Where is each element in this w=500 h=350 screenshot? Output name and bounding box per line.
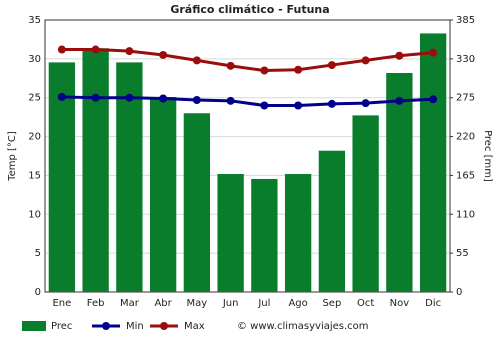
point (192, 56, 201, 65)
y2-tick-label: 385 (456, 15, 475, 26)
point (226, 96, 235, 105)
y2-axis-label: Prec [mm] (482, 130, 493, 182)
bar (183, 113, 211, 292)
x-tick-label: Nov (390, 298, 410, 309)
point (159, 50, 168, 59)
x-tick-label: Ago (288, 298, 307, 309)
point (57, 92, 66, 101)
y-tick-label: 25 (28, 93, 41, 104)
x-tick-label: May (187, 298, 208, 309)
point (395, 51, 404, 60)
y2-tick-label: 220 (456, 132, 475, 143)
point (57, 45, 66, 54)
point (429, 48, 438, 57)
y-tick-label: 30 (28, 54, 41, 65)
y-tick-label: 20 (28, 132, 41, 143)
bar (251, 178, 278, 292)
point (395, 96, 404, 105)
point (260, 66, 269, 75)
x-tick-label: Mar (120, 298, 140, 309)
legend-label: Prec (51, 321, 72, 332)
point (327, 99, 336, 108)
bar (284, 174, 312, 292)
line (61, 95, 434, 107)
point (429, 95, 438, 104)
x-tick-label: Oct (357, 298, 374, 309)
chart-title: Gráfico climático - Futuna (170, 3, 329, 16)
bar (217, 174, 244, 292)
point (361, 56, 370, 65)
bar (318, 150, 346, 292)
point (125, 93, 134, 102)
y2-tick-label: 110 (456, 209, 475, 220)
point (226, 61, 235, 70)
point (327, 61, 336, 70)
bar (82, 48, 109, 293)
point (361, 99, 370, 108)
y-tick-label: 0 (35, 287, 41, 298)
x-tick-label: Jul (257, 298, 270, 309)
x-tick-label: Sep (322, 298, 341, 309)
y-tick-label: 10 (28, 209, 41, 220)
x-tick-label: Feb (87, 298, 105, 309)
y2-tick-label: 0 (456, 287, 462, 298)
y-tick-label: 15 (28, 170, 41, 181)
x-tick-label: Ene (52, 298, 71, 309)
point (260, 101, 269, 110)
legend-label: Min (126, 321, 144, 332)
point (91, 45, 100, 54)
y2-tick-label: 330 (456, 54, 475, 65)
x-tick-label: Jun (222, 298, 239, 309)
point (192, 96, 201, 105)
legend-label: Max (184, 321, 205, 332)
point (159, 94, 168, 103)
credit: © www.climasyviajes.com (237, 321, 369, 332)
line (61, 48, 434, 73)
bar (149, 97, 177, 293)
point (294, 65, 303, 74)
y-axis-label: Temp [°C] (7, 131, 18, 182)
legend-swatch (22, 321, 46, 331)
y-tick-label: 35 (28, 15, 41, 26)
y2-tick-label: 275 (456, 93, 475, 104)
plot-frame (44, 19, 451, 293)
legend-swatch (160, 322, 168, 330)
point (91, 93, 100, 102)
y2-tick-label: 55 (456, 248, 469, 259)
legend-swatch (102, 322, 110, 330)
x-tick-label: Dic (425, 298, 441, 309)
point (125, 47, 134, 56)
bar (386, 72, 413, 292)
point (294, 101, 303, 110)
bar (419, 33, 447, 293)
x-tick-label: Abr (154, 298, 172, 309)
y2-tick-label: 165 (456, 170, 475, 181)
y-tick-label: 5 (35, 248, 41, 259)
bar (352, 115, 379, 293)
